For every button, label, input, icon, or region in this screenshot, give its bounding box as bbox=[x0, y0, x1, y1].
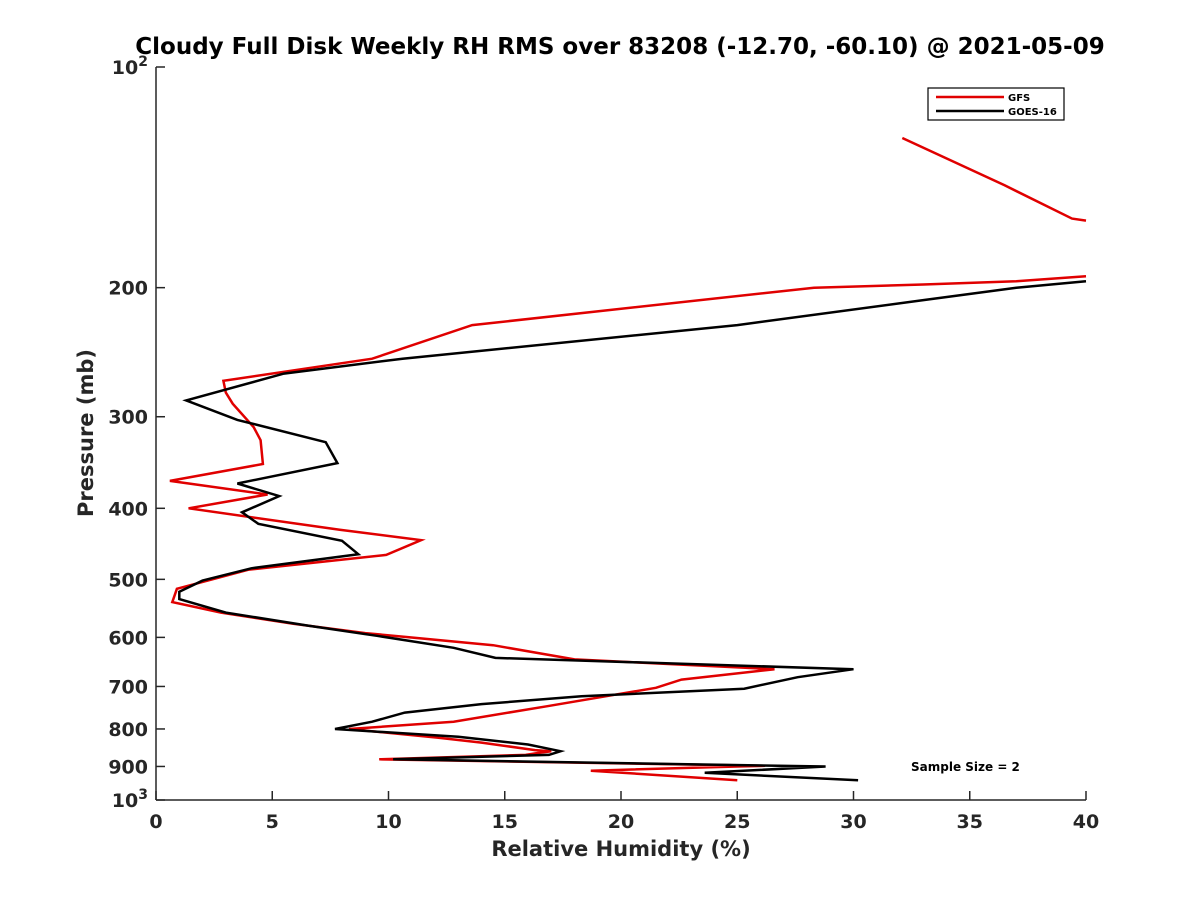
legend-label-goes-16: GOES-16 bbox=[1008, 107, 1057, 118]
x-tick-label-35: 35 bbox=[957, 811, 983, 833]
legend: GFS GOES-16 bbox=[927, 87, 1065, 121]
x-tick-label-10: 10 bbox=[375, 811, 401, 833]
y-tick-label-800: 800 bbox=[108, 719, 148, 741]
x-tick-label-30: 30 bbox=[840, 811, 866, 833]
y-tick-label-100: 102 bbox=[112, 54, 148, 79]
x-tick-label-25: 25 bbox=[724, 811, 750, 833]
y-tick-label-400: 400 bbox=[108, 498, 148, 520]
x-tick-label-20: 20 bbox=[608, 811, 634, 833]
legend-box bbox=[927, 87, 1065, 121]
y-tick-label-300: 300 bbox=[108, 407, 148, 429]
x-tick-label-0: 0 bbox=[149, 811, 162, 833]
y-tick-label-900: 900 bbox=[108, 756, 148, 778]
y-axis-ticks: 102 200 300 400 500 600 700 800 900 103 bbox=[108, 54, 165, 812]
x-tick-label-5: 5 bbox=[266, 811, 279, 833]
plot-area bbox=[169, 136, 1087, 782]
series-line-gfs-segment-1 bbox=[901, 136, 1087, 222]
x-tick-label-15: 15 bbox=[492, 811, 518, 833]
sample-size-annotation: Sample Size = 2 bbox=[911, 760, 1020, 774]
chart-title: Cloudy Full Disk Weekly RH RMS over 8320… bbox=[135, 34, 1104, 60]
y-tick-label-700: 700 bbox=[108, 676, 148, 698]
y-axis-label: Pressure (mb) bbox=[74, 349, 98, 517]
y-tick-label-500: 500 bbox=[108, 569, 148, 591]
x-axis-ticks: 0 5 10 15 20 25 30 35 40 bbox=[149, 791, 1099, 833]
series-line-gfs-segment-2 bbox=[169, 275, 1087, 782]
y-tick-label-200: 200 bbox=[108, 278, 148, 300]
series-line-goes-16-segment-1 bbox=[178, 279, 1087, 782]
legend-label-gfs: GFS bbox=[1008, 93, 1030, 104]
x-tick-label-40: 40 bbox=[1073, 811, 1099, 833]
x-axis-label: Relative Humidity (%) bbox=[491, 837, 750, 861]
y-tick-label-1000: 103 bbox=[112, 787, 148, 812]
y-tick-label-600: 600 bbox=[108, 627, 148, 649]
